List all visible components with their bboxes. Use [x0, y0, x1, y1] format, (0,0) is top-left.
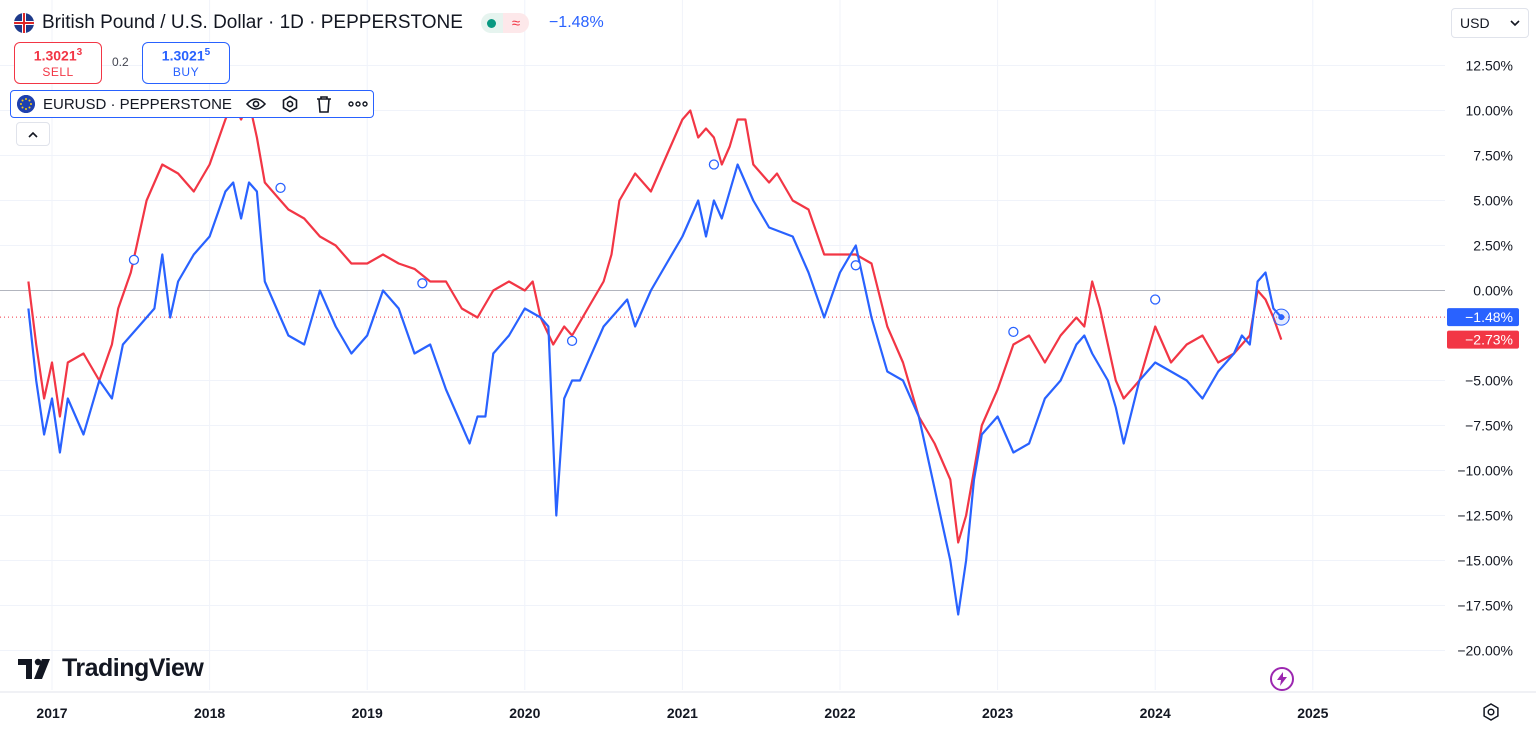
time-axis: 2017 2018 2019 2020 2021 2022 2023 2024 2025 [36, 705, 1328, 721]
y-tick-label: 5.00% [1473, 193, 1513, 209]
event-marker [1150, 294, 1161, 305]
sell-price-pip: 3 [76, 47, 83, 58]
gear-icon[interactable] [1481, 702, 1501, 722]
currency-selector[interactable]: USD [1451, 8, 1529, 38]
event-marker [566, 335, 578, 347]
settings-icon[interactable] [280, 94, 300, 114]
collapse-legend-button[interactable] [16, 122, 50, 146]
y-tick-label: −20.00% [1457, 643, 1513, 659]
x-tick-label: 2022 [824, 705, 855, 721]
lightning-icon[interactable] [1270, 667, 1294, 691]
gbpusd-series-line [27, 100, 1283, 544]
currency-label: USD [1460, 15, 1490, 31]
sell-label: SELL [42, 64, 74, 79]
x-tick-label: 2019 [352, 705, 383, 721]
event-marker [1008, 326, 1019, 338]
market-open-icon [480, 13, 503, 33]
uk-flag-icon [14, 13, 34, 33]
y-tick-label: 10.00% [1466, 103, 1513, 119]
symbol-header: British Pound / U.S. Dollar · 1D · PEPPE… [14, 10, 604, 36]
symbol-title[interactable]: British Pound / U.S. Dollar · 1D · PEPPE… [42, 12, 463, 33]
compare-symbol-name: EURUSD · PEPPERSTONE [43, 95, 232, 113]
x-tick-label: 2020 [509, 705, 540, 721]
last-value-text: −1.48% [1465, 309, 1513, 325]
y-tick-label: −12.50% [1457, 508, 1513, 524]
last-value-badge [1447, 330, 1519, 349]
x-tick-label: 2023 [982, 705, 1013, 721]
x-tick-label: 2021 [667, 705, 698, 721]
tradingview-logo[interactable]: TradingView [18, 654, 204, 683]
market-status[interactable]: ≈ [480, 13, 529, 33]
change-percent: −1.48% [548, 14, 604, 31]
buy-label: BUY [172, 64, 200, 79]
delayed-data-icon: ≈ [502, 13, 529, 33]
last-value-text: −2.73% [1465, 332, 1513, 348]
eye-icon[interactable] [245, 94, 266, 114]
eurusd-series-line [27, 163, 1283, 616]
tv-logo-icon [18, 658, 50, 679]
logo-text: TradingView [62, 654, 204, 682]
more-icon[interactable] [348, 94, 368, 114]
event-markers [128, 159, 1290, 347]
y-tick-label: 12.50% [1466, 58, 1513, 74]
event-marker [708, 159, 720, 170]
event-marker [275, 182, 286, 194]
last-value-badge [1447, 308, 1519, 327]
buy-price: 1.3021 [161, 47, 205, 64]
price-axis: 12.50% 10.00% 7.50% 5.00% 2.50% 0.00% −5.00% −7… [1457, 58, 1513, 659]
y-tick-label: −5.00% [1465, 373, 1513, 389]
compare-symbol-legend[interactable]: EURUSD · PEPPERSTONE [10, 90, 374, 118]
buy-button[interactable]: 1.30215 BUY [142, 42, 230, 84]
y-tick-label: 7.50% [1473, 148, 1513, 164]
sell-price: 1.3021 [33, 47, 77, 64]
chevron-down-icon [1510, 19, 1520, 26]
event-marker [850, 260, 861, 271]
y-tick-label: 0.00% [1473, 283, 1513, 299]
y-tick-label: −15.00% [1457, 553, 1513, 569]
x-tick-label: 2024 [1140, 705, 1171, 721]
y-tick-label: 2.50% [1473, 238, 1513, 254]
event-marker [128, 254, 140, 266]
event-marker [417, 278, 428, 289]
y-tick-label: −10.00% [1457, 463, 1513, 479]
sell-button[interactable]: 1.30213 SELL [14, 42, 102, 84]
spread-value: 0.2 [112, 55, 129, 69]
x-tick-label: 2017 [36, 705, 67, 721]
trash-icon[interactable] [314, 94, 334, 114]
y-tick-label: −7.50% [1465, 418, 1513, 434]
x-tick-label: 2018 [194, 705, 225, 721]
x-tick-label: 2025 [1297, 705, 1328, 721]
last-point-dot [1278, 314, 1285, 321]
eu-flag-icon [17, 95, 35, 113]
last-value-labels: −1.48% −2.73% [1447, 308, 1519, 349]
y-tick-label: −17.50% [1457, 598, 1513, 614]
chevron-up-icon [28, 131, 38, 138]
buy-price-pip: 5 [204, 47, 211, 58]
